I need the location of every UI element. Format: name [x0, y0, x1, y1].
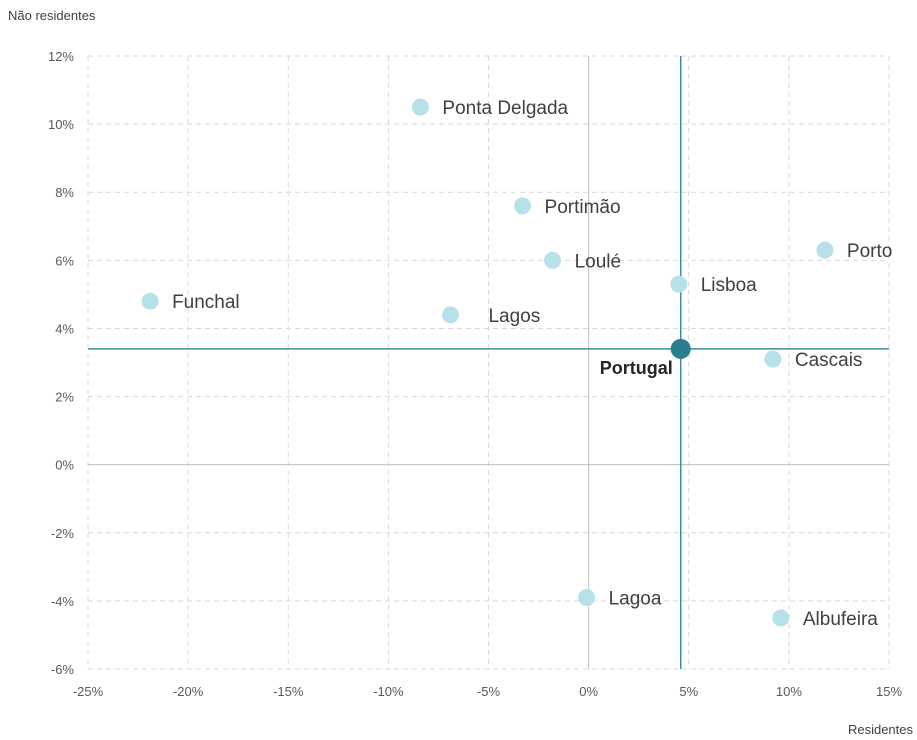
x-tick-label: 10%	[776, 684, 802, 699]
axis-layer	[88, 56, 889, 669]
data-points	[141, 98, 834, 627]
point-label-ponta-delgada: Ponta Delgada	[442, 98, 568, 119]
x-tick-label: -15%	[273, 684, 304, 699]
x-tick-label: 5%	[679, 684, 698, 699]
point-label-portugal: Portugal	[600, 358, 673, 378]
y-axis-title: Não residentes	[8, 8, 96, 23]
x-tick-label: -20%	[173, 684, 204, 699]
tick-labels: -25% -20% -15% -10% -5% 0% 5% 10% 15% -6% -4% -2% 0%…	[48, 49, 902, 699]
y-tick-label: 12%	[48, 49, 74, 64]
y-tick-label: -6%	[51, 662, 75, 677]
y-tick-label: 8%	[55, 185, 74, 200]
data-point-funchal	[141, 292, 159, 310]
y-tick-label: 2%	[55, 390, 74, 405]
x-tick-label: 0%	[579, 684, 598, 699]
point-label-lisboa: Lisboa	[701, 275, 757, 296]
data-point-ponta-delgada	[411, 98, 429, 116]
y-tick-label: -4%	[51, 594, 75, 609]
reference-lines	[88, 56, 889, 669]
grid-layer	[87, 55, 890, 670]
point-labels: Ponta Delgada Portimão Loulé Porto Lisboa Fun…	[172, 98, 892, 630]
point-label-loule: Loulé	[575, 251, 622, 272]
point-label-lagos: Lagos	[488, 306, 540, 327]
data-point-porto	[816, 241, 834, 259]
point-label-porto: Porto	[847, 241, 892, 262]
y-tick-label: 0%	[55, 458, 74, 473]
data-point-loule	[544, 251, 562, 269]
data-point-lagos	[441, 306, 459, 324]
x-axis-title: Residentes	[848, 722, 914, 737]
point-label-lagoa: Lagoa	[609, 588, 662, 609]
x-tick-label: -5%	[477, 684, 501, 699]
y-tick-label: -2%	[51, 526, 75, 541]
data-point-lisboa	[670, 275, 688, 293]
x-tick-label: -25%	[73, 684, 104, 699]
data-point-lagoa	[578, 588, 596, 606]
data-point-cascais	[764, 350, 782, 368]
x-tick-label: -10%	[373, 684, 404, 699]
point-label-funchal: Funchal	[172, 292, 240, 313]
point-label-cascais: Cascais	[795, 350, 863, 371]
data-point-portugal	[670, 338, 691, 359]
point-label-albufeira: Albufeira	[803, 609, 878, 630]
data-point-albufeira	[772, 609, 790, 627]
data-point-portimao	[514, 197, 532, 215]
point-label-portimao: Portimão	[545, 197, 621, 218]
y-tick-label: 10%	[48, 117, 74, 132]
x-tick-label: 15%	[876, 684, 902, 699]
y-tick-label: 4%	[55, 321, 74, 336]
y-tick-label: 6%	[55, 253, 74, 268]
